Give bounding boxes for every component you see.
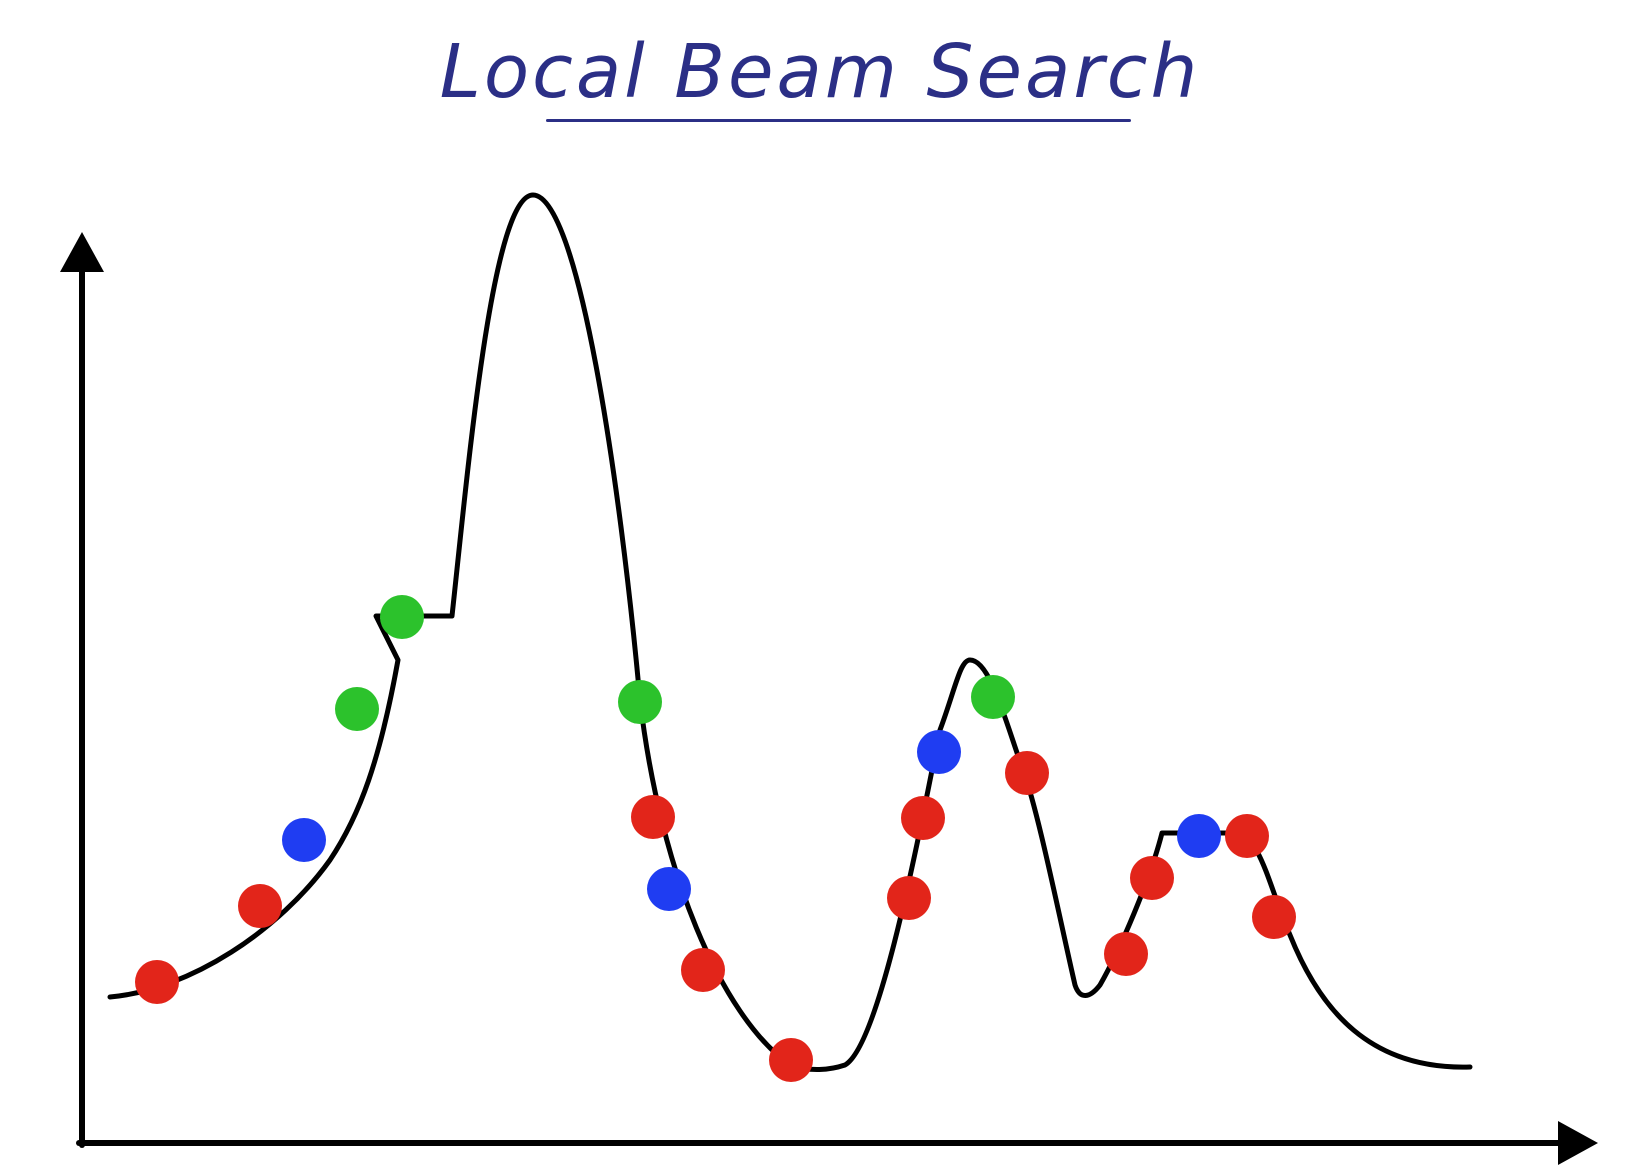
search-states (135, 595, 1296, 1082)
red-state-dot (1104, 932, 1148, 976)
red-state-dot (887, 876, 931, 920)
red-state-dot (1130, 856, 1174, 900)
green-state-dot (335, 687, 379, 731)
red-state-dot (681, 948, 725, 992)
red-state-dot (769, 1038, 813, 1082)
red-state-dot (238, 884, 282, 928)
red-state-dot (631, 795, 675, 839)
red-state-dot (901, 796, 945, 840)
red-state-dot (135, 960, 179, 1004)
green-state-dot (380, 595, 424, 639)
blue-state-dot (917, 730, 961, 774)
title-underline (546, 119, 1131, 122)
blue-state-dot (647, 867, 691, 911)
red-state-dot (1005, 751, 1049, 795)
x-axis-arrowhead (1558, 1121, 1598, 1165)
blue-state-dot (282, 818, 326, 862)
green-state-dot (618, 680, 662, 724)
red-state-dot (1252, 895, 1296, 939)
diagram-title: Local Beam Search (439, 29, 1201, 115)
objective-curve (107, 192, 1473, 1072)
green-state-dot (971, 675, 1015, 719)
y-axis-arrowhead (60, 232, 104, 272)
blue-state-dot (1177, 814, 1221, 858)
red-state-dot (1225, 814, 1269, 858)
